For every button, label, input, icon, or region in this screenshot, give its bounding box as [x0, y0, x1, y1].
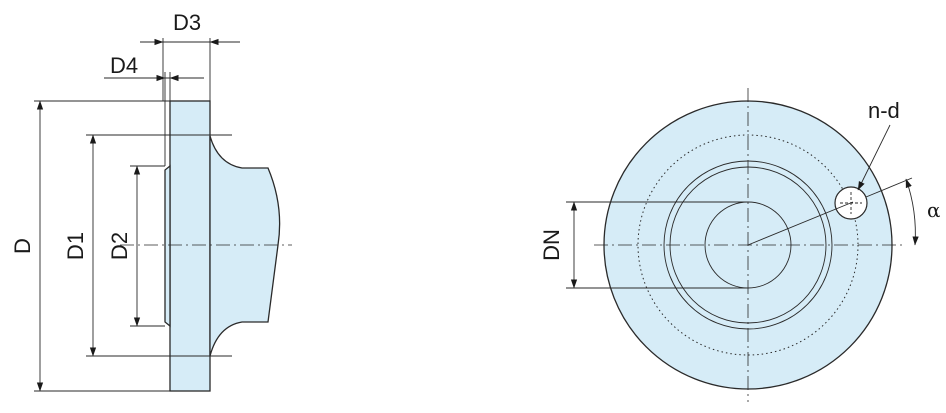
label-d: D: [10, 238, 35, 254]
flange-plate: [169, 100, 211, 392]
front-view: DN n-d α: [539, 88, 941, 402]
side-view: D D1 D2 D3 D4: [10, 10, 292, 392]
label-n-d: n-d: [868, 98, 900, 123]
label-d2: D2: [107, 232, 132, 260]
radial-line-to-bolt-hole: [747, 201, 854, 246]
label-d4: D4: [110, 53, 138, 78]
label-alpha: α: [927, 198, 941, 222]
label-d1: D1: [63, 232, 88, 260]
alpha-ext-line: [865, 177, 913, 198]
raised-face: [164, 164, 171, 328]
flange-hub: [209, 135, 281, 357]
leader-n-d: [857, 124, 891, 191]
label-dn: DN: [539, 229, 564, 261]
label-d3: D3: [173, 10, 201, 35]
alpha-arc: [905, 178, 919, 246]
